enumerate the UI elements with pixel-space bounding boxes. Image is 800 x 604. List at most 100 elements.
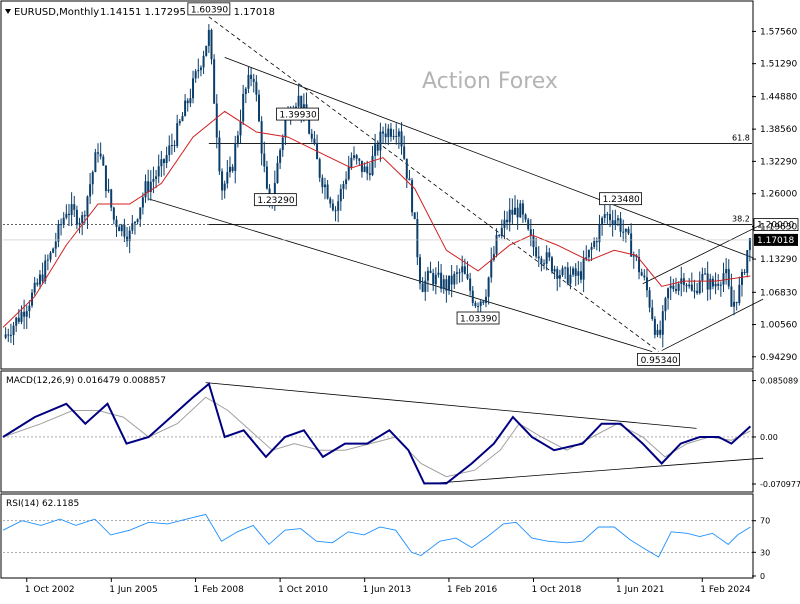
price-axis-ticks [752,30,756,358]
candle-body [70,204,73,215]
candle-body [355,155,358,159]
candle-body [535,247,538,257]
candle-body [730,286,733,307]
candle-body [228,166,231,173]
candle-body [735,301,738,304]
candle-body [162,159,165,164]
price-tick-label: 1.19630 [760,222,797,232]
price-tick-label: 1.00560 [760,321,797,331]
symbol-label: EURUSD,Monthly [14,7,99,18]
candle-body [500,227,503,237]
candle-body [279,150,282,163]
candle-body [609,214,612,221]
candle-body [540,258,543,264]
price-annotation-box [599,192,642,206]
candle-body [622,231,625,233]
fib-level-label: 61.8 [732,134,750,143]
candle-body [548,252,551,258]
candle-body [345,179,348,185]
candle-body [38,274,41,285]
trendline [661,298,764,351]
candle-body [550,257,553,272]
candle-body [748,238,751,251]
candle-body [382,131,385,134]
candle-body [276,162,279,184]
candle-body [448,275,451,291]
macd-tick-label: 0.00 [760,433,778,442]
macd-trendline [205,382,697,429]
candle-body [374,144,377,156]
candle-body [326,184,329,199]
candle-body [75,209,78,225]
candle-body [648,290,651,308]
candle-body [395,135,398,137]
time-tick-label: 1 Feb 2016 [447,585,498,595]
price-annotation-box [253,193,297,207]
macd-lines [2,382,752,485]
fib-level-label: 38.2 [732,215,750,224]
candle-body [358,158,361,161]
candle-body [492,254,495,260]
candle-body [112,207,115,220]
macd-title: MACD(12,26,9) 0.016479 0.008857 [6,376,166,386]
candle-body [508,209,511,223]
candle-body [469,278,472,291]
candle-body [740,271,743,285]
candle-body [455,272,458,274]
candle-body [329,198,332,204]
candle-body [44,260,47,281]
candle-body [118,226,121,232]
candle-body [371,155,374,175]
candle-body [405,158,408,179]
candle-body [503,219,506,228]
candle-body [577,271,580,276]
candle-body [353,155,356,158]
macd-trendline [424,457,764,485]
time-tick-label: 1 Jun 2021 [616,585,664,595]
chevron-down-icon[interactable] [5,9,11,14]
candle-body [242,93,245,122]
candle-body [651,307,654,319]
candle-body [614,220,617,225]
candle-body [181,116,184,122]
candle-body [20,311,23,322]
candle-body [450,275,453,285]
candle-body [28,305,31,312]
candle-body [210,29,213,60]
candle-body [521,203,524,215]
candle-body [147,181,150,192]
candle-body [714,283,717,287]
candle-body [342,184,345,189]
candle-body [168,145,171,156]
candle-body [207,29,210,46]
candle-body [498,234,501,237]
candle-body [516,207,519,218]
price-annotation-label: 1.39930 [280,111,317,121]
candle-body [128,230,131,242]
candle-body [701,273,704,281]
last-price-label: 1.17018 [757,236,794,246]
candle-body [184,100,187,117]
candle-body [471,290,474,303]
candle-body [57,224,60,242]
candle-body [453,273,456,285]
time-axis: 1 Oct 2002 1 Jun 2005 1 Feb 2008 1 Oct 2010… [25,578,751,595]
candle-body [688,284,691,287]
candle-body [479,301,482,306]
candle-body [709,278,712,290]
candle-body [144,181,147,198]
candle-body [173,145,176,147]
candle-body [12,325,15,336]
candle-body [598,224,601,243]
candle-body [81,215,84,223]
candle-body [9,335,12,337]
candle-body [17,317,20,322]
fibonacci-levels: 61.8 38.2 1.20000 [3,134,799,231]
candle-body [7,334,10,336]
trendline [224,57,754,259]
candle-body [461,266,464,273]
candle-body [403,146,406,159]
time-tick-label: 1 Feb 2008 [194,585,245,595]
candle-body [698,280,701,294]
